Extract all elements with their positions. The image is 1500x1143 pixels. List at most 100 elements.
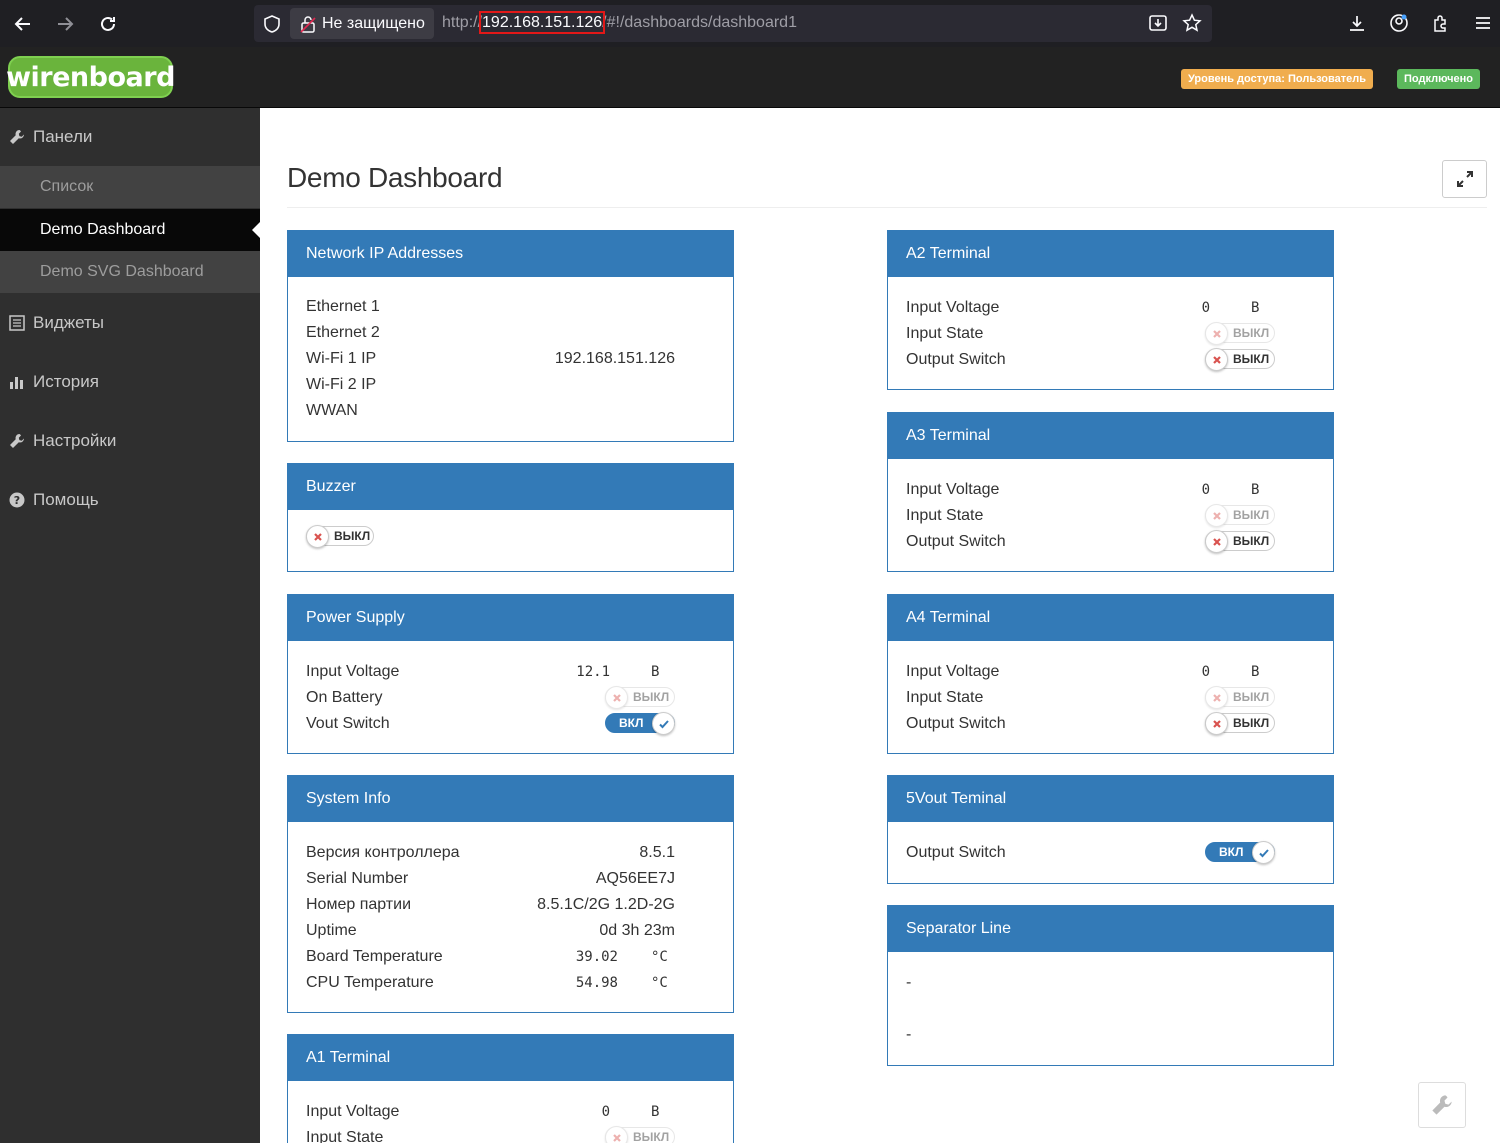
sidebar-item-list[interactable]: Список: [0, 166, 260, 208]
url-host: 192.168.151.126: [479, 11, 606, 34]
access-level-badge[interactable]: Уровень доступа: Пользователь: [1181, 69, 1373, 89]
network-row: Ethernet 2: [306, 320, 715, 346]
row-label: Версия контроллера: [306, 844, 460, 861]
row-label: Input Voltage: [906, 481, 1000, 498]
expand-icon: [1456, 171, 1473, 187]
sidebar-section-history[interactable]: История: [0, 353, 260, 411]
page-save-icon[interactable]: [1148, 13, 1168, 33]
row-value: 0: [601, 1104, 610, 1120]
toggle-text: ВЫКЛ: [633, 1130, 670, 1143]
input-state-row: Input State ВЫКЛ: [906, 321, 1315, 347]
row-unit: В: [651, 664, 660, 680]
row-value: 192.168.151.126: [554, 350, 675, 367]
output-switch-toggle[interactable]: ВЫКЛ: [1205, 712, 1275, 735]
downloads-icon[interactable]: [1347, 13, 1367, 33]
title-divider: [287, 207, 1487, 208]
list-table-icon: [8, 314, 26, 332]
page-title: Demo Dashboard: [287, 162, 503, 193]
sidebar-section-panels[interactable]: Панели: [0, 108, 260, 166]
toggle-knob: [306, 525, 329, 548]
extensions-icon[interactable]: [1431, 13, 1451, 33]
wrench-icon: [1432, 1095, 1452, 1115]
output-switch-row: Output Switch ВЫКЛ: [906, 347, 1315, 373]
url-bar[interactable]: Не защищено http://192.168.151.126/#!/da…: [254, 5, 1212, 42]
menu-icon[interactable]: [1473, 13, 1493, 33]
sidebar: Панели Список Demo Dashboard Demo SVG Da…: [0, 108, 260, 1143]
row-label: Vout Switch: [306, 715, 390, 732]
separator-row: -: [906, 970, 1315, 996]
sidebar-section-settings[interactable]: Настройки: [0, 412, 260, 470]
output-switch-toggle[interactable]: ВЫКЛ: [1205, 530, 1275, 553]
row-unit: В: [1251, 664, 1260, 680]
row-unit: В: [1251, 300, 1260, 316]
row-label: Input Voltage: [906, 299, 1000, 316]
reload-icon: [101, 16, 115, 31]
input-state-row: Input State ВЫКЛ: [906, 503, 1315, 529]
row-value: 0: [1201, 482, 1210, 498]
output-switch-toggle[interactable]: ВКЛ: [1205, 841, 1275, 864]
x-icon: [1212, 693, 1221, 702]
row-label: On Battery: [306, 689, 383, 706]
row-label: Output Switch: [906, 351, 1006, 368]
reload-button[interactable]: [92, 8, 124, 40]
input-state-indicator: ВЫКЛ: [1205, 686, 1275, 709]
browser-toolbar: Не защищено http://192.168.151.126/#!/da…: [0, 0, 1500, 47]
row-label: Ethernet 2: [306, 324, 380, 341]
row-label: Uptime: [306, 922, 357, 939]
widget-buzzer: Buzzer ВЫКЛ: [287, 463, 734, 572]
row-label: Output Switch: [906, 715, 1006, 732]
edit-dashboard-button[interactable]: [1418, 1082, 1466, 1128]
shield-icon[interactable]: [262, 14, 282, 34]
row-label: Board Temperature: [306, 948, 443, 965]
output-switch-toggle[interactable]: ВЫКЛ: [1205, 348, 1275, 371]
toggle-text: ВЫКЛ: [1233, 716, 1270, 730]
on-battery-indicator: ВЫКЛ: [605, 686, 675, 709]
sidebar-item-demo-svg-dashboard[interactable]: Demo SVG Dashboard: [0, 251, 260, 293]
vout-switch-toggle[interactable]: ВКЛ: [605, 712, 675, 735]
x-icon: [313, 532, 322, 541]
forward-button[interactable]: [49, 8, 81, 40]
row-value: 0: [1201, 664, 1210, 680]
network-row: WWAN: [306, 398, 715, 424]
row-unit: °C: [651, 975, 668, 991]
row-value: 54.98: [575, 975, 618, 991]
row-label: Input State: [906, 689, 984, 706]
widget-title: A1 Terminal: [288, 1035, 733, 1081]
widget-power-supply: Power Supply Input Voltage 12.1 В On Bat…: [287, 594, 734, 754]
widget-5vout-terminal: 5Vout Teminal Output Switch ВКЛ: [887, 775, 1334, 884]
check-icon: [1258, 848, 1269, 857]
widget-a4-terminal: A4 Terminal Input Voltage 0 В Input Stat…: [887, 594, 1334, 754]
network-row: Wi-Fi 1 IP 192.168.151.126: [306, 346, 715, 372]
widget-title: Separator Line: [888, 906, 1333, 952]
row-label: CPU Temperature: [306, 974, 434, 991]
sidebar-section-help[interactable]: ? Помощь: [0, 471, 260, 529]
row-label: Output Switch: [906, 844, 1006, 861]
sidebar-section-label: Виджеты: [33, 313, 105, 332]
row-unit: В: [651, 1104, 660, 1120]
toggle-knob: [1205, 504, 1228, 527]
account-icon[interactable]: [1389, 13, 1409, 33]
arrow-right-icon: [58, 17, 74, 31]
input-state-row: Input State ВЫКЛ: [306, 1125, 715, 1143]
x-icon: [1212, 329, 1221, 338]
input-state-indicator: ВЫКЛ: [605, 1126, 675, 1143]
widget-a2-terminal: A2 Terminal Input Voltage 0 В Input Stat…: [887, 230, 1334, 390]
output-switch-row: Output Switch ВЫКЛ: [906, 711, 1315, 737]
bookmark-star-icon[interactable]: [1182, 13, 1202, 33]
widget-title: 5Vout Teminal: [888, 776, 1333, 822]
sidebar-section-label: Настройки: [33, 431, 117, 450]
row-value: 12.1: [576, 664, 610, 680]
row-label: Wi-Fi 1 IP: [306, 350, 377, 367]
sidebar-item-demo-dashboard[interactable]: Demo Dashboard: [0, 209, 260, 251]
fullscreen-button[interactable]: [1442, 160, 1487, 198]
sidebar-section-label: История: [33, 372, 99, 391]
buzzer-toggle[interactable]: ВЫКЛ: [306, 525, 374, 548]
url-text[interactable]: http://192.168.151.126/#!/dashboards/das…: [442, 11, 797, 34]
buzzer-row: ВЫКЛ: [306, 524, 715, 550]
sidebar-section-widgets[interactable]: Виджеты: [0, 294, 260, 352]
wirenboard-logo[interactable]: wirenboard: [6, 56, 175, 98]
connection-insecure-button[interactable]: Не защищено: [290, 8, 434, 39]
row-value: 8.5.1C/2G 1.2D-2G: [537, 896, 675, 913]
check-icon: [658, 719, 669, 728]
back-button[interactable]: [7, 8, 39, 40]
